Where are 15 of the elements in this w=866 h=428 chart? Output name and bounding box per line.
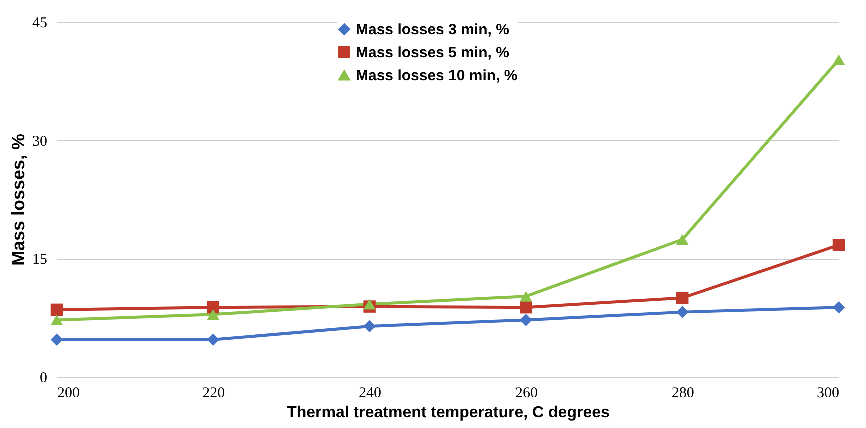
x-axis-title: Thermal treatment temperature, C degrees [287, 404, 610, 422]
x-tick-label: 200 [58, 386, 80, 402]
legend-label: Mass losses 3 min, % [356, 22, 510, 38]
y-tick-label: 45 [32, 16, 48, 32]
y-tick-label: 30 [32, 134, 48, 150]
legend-label: Mass losses 5 min, % [356, 44, 510, 62]
x-tick-label: 280 [672, 386, 694, 402]
y-tick-label: 0 [40, 370, 48, 386]
x-tick-label: 260 [515, 386, 538, 402]
x-tick-label: 240 [359, 386, 382, 402]
x-tick-label: 220 [202, 386, 226, 402]
legend-label: Mass losses 10 min, % [356, 68, 518, 84]
x-tick-label: 300 [817, 386, 840, 402]
y-tick-label: 15 [32, 252, 48, 268]
y-axis-title: Mass losses, % [8, 134, 28, 266]
